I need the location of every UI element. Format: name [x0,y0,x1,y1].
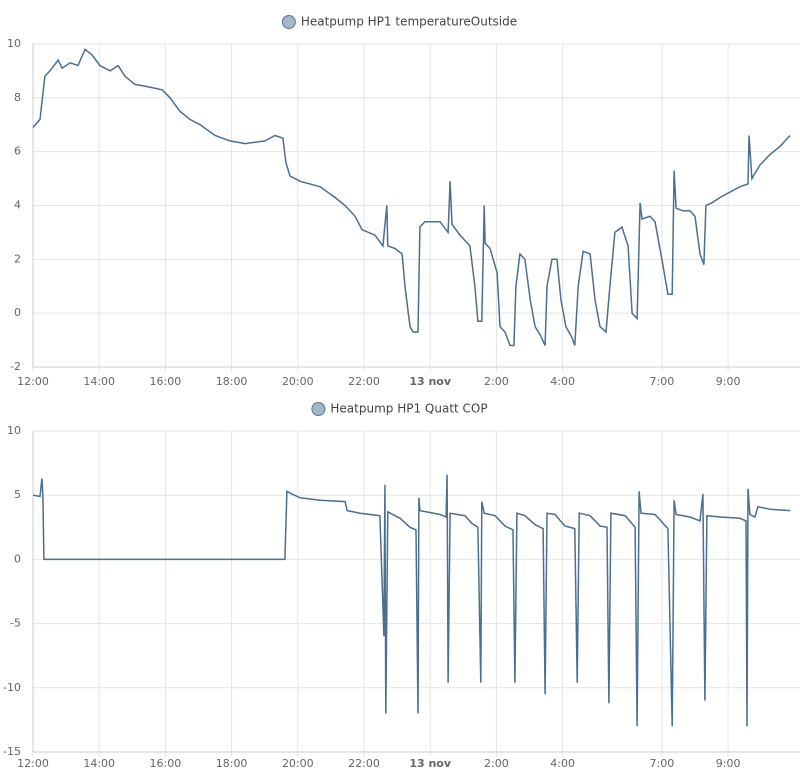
legend-label: Heatpump HP1 Quatt COP [330,402,487,416]
y-tick-label: -2 [10,360,21,373]
y-tick-label: 5 [14,488,21,501]
x-tick-label: 18:00 [216,757,248,769]
x-tick-label: 14:00 [83,375,115,388]
x-tick-label: 9:00 [716,757,741,769]
y-tick-label: -10 [3,681,21,694]
x-tick-label: 22:00 [348,757,380,769]
x-tick-label: 18:00 [216,375,248,388]
x-tick-label: 16:00 [150,375,182,388]
y-tick-label: -5 [10,617,21,630]
legend: Heatpump HP1 Quatt COP [311,402,488,416]
x-tick-label: 13 nov [409,375,452,388]
x-tick-label: 7:00 [650,375,675,388]
y-tick-label: 6 [14,145,21,158]
x-tick-label: 4:00 [550,375,575,388]
x-tick-label: 12:00 [17,375,49,388]
y-tick-label: 4 [14,199,21,212]
x-tick-label: 20:00 [282,757,314,769]
y-tick-label: 10 [7,424,21,437]
y-tick-label: 10 [7,37,21,50]
x-tick-label: 7:00 [650,757,675,769]
x-tick-label: 12:00 [17,757,49,769]
x-tick-label: 13 nov [409,757,452,769]
x-tick-label: 4:00 [550,757,575,769]
x-tick-label: 2:00 [484,375,509,388]
x-tick-label: 2:00 [484,757,509,769]
y-tick-label: 8 [14,91,21,104]
x-tick-label: 14:00 [83,757,115,769]
x-tick-label: 22:00 [348,375,380,388]
x-tick-label: 20:00 [282,375,314,388]
data-line [32,474,791,727]
data-line [32,48,791,347]
legend-label: Heatpump HP1 temperatureOutside [301,15,517,29]
legend: Heatpump HP1 temperatureOutside [281,15,517,29]
y-tick-label: 0 [14,306,21,319]
legend-marker [281,15,296,29]
x-tick-label: 9:00 [716,375,741,388]
y-tick-label: -15 [3,745,21,758]
legend-marker [311,402,326,416]
y-tick-label: 2 [14,252,21,265]
x-tick-label: 16:00 [150,757,182,769]
y-tick-label: 0 [14,552,21,565]
